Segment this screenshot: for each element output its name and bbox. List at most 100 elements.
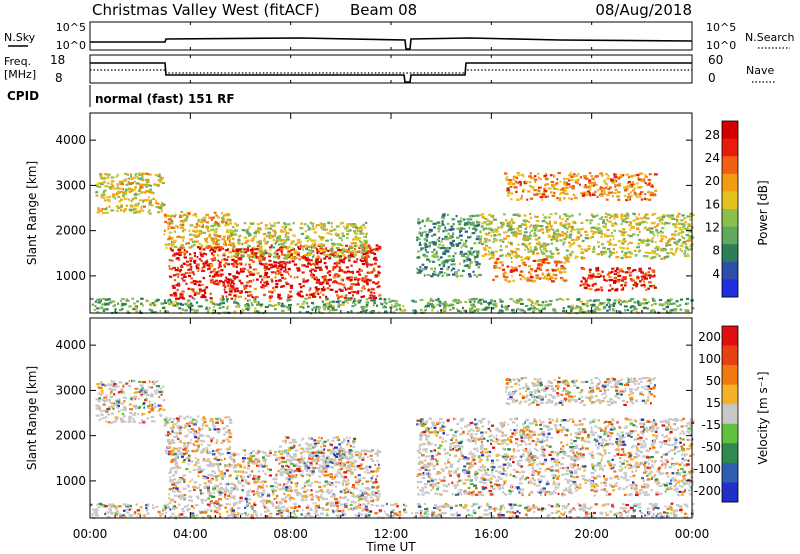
heatmap-cell (187, 485, 190, 488)
heatmap-cell (331, 251, 334, 254)
power-colorbar-label: Power [dB] (756, 180, 770, 245)
heatmap-cell (388, 297, 391, 300)
heatmap-cell (278, 261, 280, 264)
heatmap-cell (168, 265, 171, 268)
heatmap-cell (130, 189, 134, 192)
heatmap-cell (670, 251, 673, 254)
heatmap-cell (108, 186, 112, 189)
heatmap-cell (283, 223, 288, 226)
heatmap-cell (602, 225, 606, 228)
heatmap-cell (424, 238, 428, 241)
heatmap-cell (429, 299, 433, 302)
heatmap-cell (312, 262, 316, 265)
heatmap-cell (119, 180, 122, 183)
heatmap-cell (576, 236, 581, 239)
heatmap-cell (322, 225, 327, 228)
heatmap-cell (325, 282, 329, 285)
heatmap-cell (204, 307, 209, 310)
heatmap-cell (560, 276, 563, 280)
heatmap-cell (646, 238, 649, 241)
heatmap-cell (627, 251, 631, 254)
heatmap-cell (563, 238, 567, 241)
heatmap-cell (210, 216, 214, 220)
heatmap-cell (661, 222, 663, 225)
heatmap-cell (117, 302, 119, 305)
heatmap-cell (148, 394, 150, 397)
heatmap-cell (120, 418, 124, 422)
heatmap-cell (643, 302, 647, 305)
heatmap-cell (274, 261, 278, 264)
heatmap-cell (685, 302, 687, 305)
heatmap-cell (147, 210, 150, 213)
heatmap-cell (93, 308, 96, 311)
heatmap-cell (600, 190, 604, 193)
heatmap-cell (541, 301, 545, 304)
heatmap-cell (191, 478, 194, 481)
heatmap-cell (510, 250, 514, 253)
heatmap-cell (167, 299, 169, 302)
heatmap-cell (621, 239, 625, 242)
heatmap-cell (579, 300, 583, 303)
heatmap-cell (200, 255, 204, 258)
heatmap-cell (256, 487, 260, 491)
heatmap-cell (353, 299, 356, 303)
heatmap-cell (173, 245, 178, 249)
heatmap-cell (449, 304, 454, 307)
heatmap-cell (435, 255, 439, 258)
heatmap-cell (188, 422, 190, 425)
heatmap-cell (518, 300, 521, 303)
heatmap-cell (635, 222, 638, 225)
heatmap-cell (280, 274, 284, 277)
heatmap-cell (214, 224, 216, 227)
heatmap-cell (283, 227, 287, 230)
heatmap-cell (593, 183, 598, 186)
heatmap-cell (280, 474, 284, 477)
heatmap-cell (185, 242, 189, 245)
heatmap-cell (357, 237, 361, 240)
heatmap-cell (623, 214, 626, 217)
heatmap-cell (345, 294, 348, 297)
heatmap-cell (563, 279, 568, 282)
heatmap-cell (538, 176, 540, 179)
heatmap-cell (666, 252, 670, 255)
heatmap-cell (647, 287, 650, 290)
heatmap-cell (361, 246, 364, 249)
heatmap-cell (187, 268, 190, 271)
heatmap-cell (624, 256, 629, 259)
heatmap-cell (580, 221, 584, 224)
heatmap-cell (566, 227, 569, 230)
heatmap-cell (520, 258, 524, 261)
heatmap-cell (588, 270, 591, 273)
heatmap-cell (663, 223, 666, 226)
heatmap-cell (176, 453, 180, 456)
heatmap-cell (442, 230, 445, 233)
heatmap-cell (234, 222, 237, 225)
heatmap-cell (606, 194, 610, 197)
heatmap-cell (564, 213, 567, 216)
heatmap-cell (362, 295, 365, 298)
heatmap-cell (332, 267, 335, 270)
heatmap-cell (437, 297, 440, 301)
heatmap-cell (687, 248, 691, 251)
heatmap-cell (225, 222, 228, 225)
heatmap-cell (181, 308, 184, 311)
heatmap-cell (426, 258, 430, 261)
heatmap-cell (627, 268, 630, 271)
heatmap-cell (314, 480, 319, 483)
heatmap-cell (466, 257, 470, 260)
heatmap-cell (599, 229, 602, 232)
heatmap-cell (583, 282, 586, 286)
heatmap-cell (138, 173, 143, 176)
heatmap-cell (194, 226, 198, 229)
heatmap-cell (317, 292, 320, 295)
heatmap-cell (459, 301, 462, 304)
heatmap-cell (447, 266, 450, 269)
heatmap-cell (639, 191, 644, 194)
heatmap-cell (660, 247, 663, 250)
heatmap-cell (475, 250, 480, 253)
heatmap-cell (562, 268, 566, 271)
heatmap-cell (217, 283, 220, 286)
heatmap-cell (223, 433, 226, 436)
heatmap-cell (137, 211, 141, 214)
heatmap-cell (341, 289, 344, 292)
